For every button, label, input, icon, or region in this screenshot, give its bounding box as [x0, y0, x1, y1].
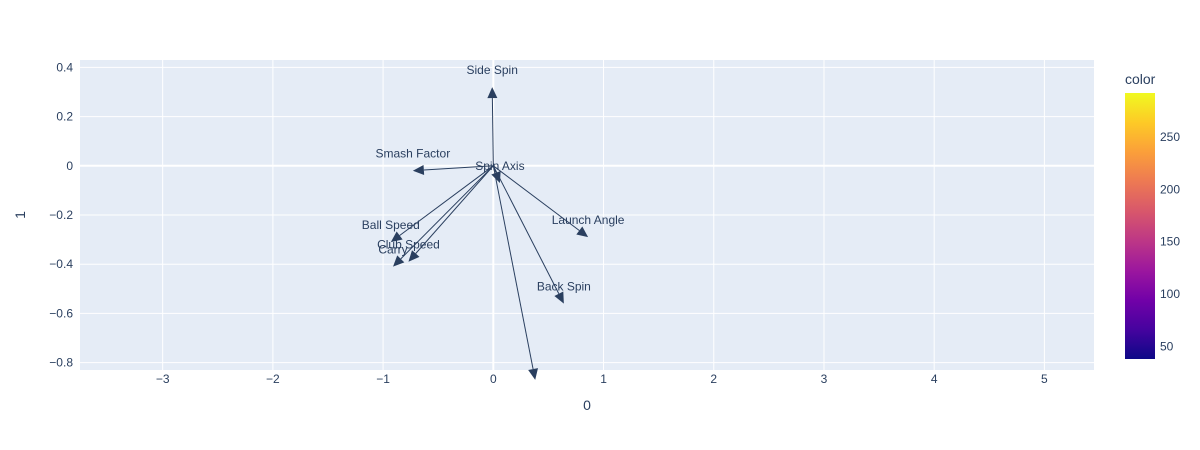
loading-arrow-line	[400, 165, 494, 260]
loading-arrow-line	[399, 165, 494, 236]
loading-arrow-head	[528, 368, 538, 380]
y-tick-label: −0.6	[49, 306, 73, 320]
loading-label: Carry	[378, 243, 407, 257]
loading-arrow-head	[390, 231, 403, 243]
x-tick-labels: −3 −2 −1 0 1 2 3 4 5	[156, 372, 1048, 386]
loading-label: Ball Speed	[362, 218, 420, 232]
loading-arrows	[390, 87, 589, 380]
y-tick-label: −0.2	[49, 208, 73, 222]
loading-arrow-head	[408, 250, 420, 262]
y-tick-label: −0.4	[49, 257, 73, 271]
loading-arrow-line	[423, 165, 494, 171]
y-axis-title: 1	[12, 211, 28, 219]
loading-labels: Side Spin Smash Factor Spin Axis Ball Speed…	[362, 63, 625, 294]
x-tick-label: −3	[156, 372, 170, 386]
grid-y	[80, 66, 1094, 364]
x-tick-label: −1	[376, 372, 390, 386]
colorbar-tick-label: 250	[1160, 130, 1180, 144]
colorbar-tick-label: 200	[1160, 182, 1180, 196]
y-tick-label: 0	[66, 159, 73, 173]
loading-label: Smash Factor	[376, 147, 451, 161]
loading-arrow-head	[393, 255, 405, 267]
loading-label: Spin Axis	[475, 159, 524, 173]
y-tick-labels: 0.4 0.2 0 −0.2 −0.4 −0.6 −0.8	[49, 60, 73, 369]
x-axis-title: 0	[583, 397, 591, 413]
loading-arrow-line	[491, 98, 494, 166]
loading-arrow-line	[415, 165, 494, 254]
loading-label: Back Spin	[537, 280, 591, 294]
loading-label: Club Speed	[377, 238, 440, 252]
colorbar-tick-label: 50	[1160, 339, 1174, 353]
loading-arrow-head	[576, 226, 589, 238]
x-tick-label: 4	[931, 372, 938, 386]
colorbar	[1125, 93, 1155, 359]
loading-arrow-head	[412, 165, 425, 176]
x-tick-label: −2	[266, 372, 280, 386]
colorbar-title: color	[1125, 71, 1156, 87]
colorbar-tick-labels: 50 100 150 200 250	[1160, 130, 1180, 353]
colorbar-tick-label: 150	[1160, 235, 1180, 249]
x-tick-label: 2	[710, 372, 717, 386]
loading-arrow-head	[554, 291, 564, 304]
x-tick-label: 5	[1041, 372, 1048, 386]
y-tick-label: 0.4	[56, 60, 73, 74]
y-tick-label: 0.2	[56, 110, 73, 124]
colorbar-tick-label: 100	[1160, 287, 1180, 301]
x-tick-label: 3	[821, 372, 828, 386]
loading-arrow-line	[492, 165, 534, 370]
loading-label: Launch Angle	[552, 213, 625, 227]
loading-arrow-line	[492, 165, 560, 295]
loading-arrow-line	[493, 165, 580, 231]
x-tick-label: 0	[490, 372, 497, 386]
x-tick-label: 1	[600, 372, 607, 386]
y-tick-label: −0.8	[49, 356, 73, 370]
loading-arrow-head	[487, 87, 498, 99]
loading-label: Side Spin	[467, 63, 518, 77]
